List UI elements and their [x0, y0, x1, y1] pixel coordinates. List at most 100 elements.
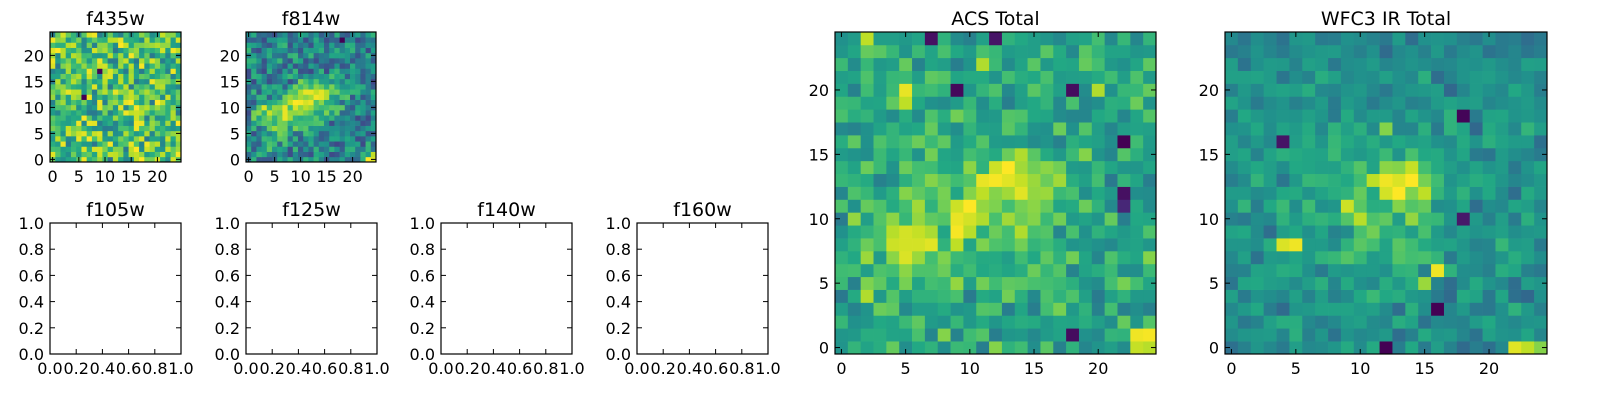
heatmap-cell [835, 341, 849, 355]
x-tick-label: 15 [1024, 359, 1044, 378]
heatmap-cell [334, 151, 340, 158]
heatmap-cell [118, 130, 124, 137]
heatmap-cell [1289, 32, 1303, 46]
heatmap-cell [303, 110, 309, 116]
heatmap-cell [1315, 302, 1329, 316]
heatmap-cell [1379, 328, 1393, 342]
heatmap-cell [144, 125, 150, 132]
heatmap-cell [1508, 315, 1522, 329]
heatmap-cell [251, 120, 257, 126]
heatmap-cell [112, 73, 119, 80]
heatmap-cell [1276, 289, 1290, 303]
heatmap-cell [170, 156, 177, 163]
heatmap-cell [1340, 57, 1355, 71]
heatmap-cell [154, 146, 161, 152]
heatmap-cell [860, 57, 874, 71]
heatmap-cell [1508, 250, 1522, 265]
heatmap-cell [324, 141, 330, 147]
heatmap-cell [334, 156, 340, 163]
heatmap-cell [123, 37, 129, 43]
heatmap-cell [70, 110, 77, 116]
heatmap-cell [246, 37, 252, 43]
heatmap-cell [246, 110, 252, 116]
heatmap-cell [1066, 109, 1080, 123]
heatmap-cell [334, 73, 340, 80]
heatmap-cell [272, 58, 278, 64]
heatmap-cell [308, 63, 314, 69]
heatmap-cell [1379, 96, 1393, 110]
heatmap-cell [1263, 238, 1277, 252]
heatmap-cell [128, 151, 135, 158]
heatmap-cell [282, 151, 288, 158]
heatmap-cell [91, 68, 98, 74]
heatmap-cell [1117, 109, 1131, 123]
heatmap-cell [365, 130, 372, 137]
heatmap-cell [1340, 328, 1355, 342]
heatmap-cell [1289, 147, 1303, 162]
heatmap-cell [272, 42, 278, 48]
heatmap-cell [1237, 225, 1252, 239]
heatmap-cell [1263, 276, 1277, 290]
y-tick-label: 0.2 [19, 319, 44, 338]
heatmap-cell [950, 57, 964, 71]
heatmap-cell [334, 37, 340, 43]
heatmap-cell [1143, 44, 1157, 59]
heatmap-cell [287, 89, 294, 95]
heatmap-cell [324, 104, 330, 111]
heatmap-cell [1225, 199, 1239, 213]
heatmap-cell [873, 315, 887, 329]
heatmap-cell [55, 94, 61, 100]
heatmap-cell [963, 276, 977, 290]
heatmap-cell [989, 315, 1003, 329]
heatmap-cell [154, 104, 161, 111]
heatmap-cell [1027, 70, 1041, 84]
heatmap-cell [251, 63, 257, 69]
heatmap-cell [139, 99, 145, 106]
heatmap-cell [91, 120, 98, 126]
heatmap-cell [912, 328, 926, 342]
heatmap-cell [144, 146, 150, 152]
heatmap-cell [1078, 147, 1093, 162]
heatmap-cell [175, 68, 182, 74]
heatmap-cell [246, 47, 252, 54]
heatmap-cell [1066, 135, 1080, 149]
heatmap-cell [860, 328, 874, 342]
heatmap-cell [256, 125, 262, 132]
heatmap-cell [1469, 328, 1483, 342]
heatmap-cell [86, 146, 93, 152]
heatmap-cell [370, 89, 377, 95]
heatmap-cell [1276, 96, 1290, 110]
heatmap-cell [50, 84, 56, 90]
heatmap-cell [360, 32, 366, 38]
heatmap-cell [1340, 32, 1355, 46]
heatmap-cell [1027, 250, 1041, 265]
heatmap-cell [133, 42, 140, 48]
heatmap-cell [313, 99, 320, 106]
heatmap-cell [266, 94, 273, 100]
y-tick-label: 5 [34, 124, 44, 143]
heatmap-cell [91, 52, 98, 59]
heatmap-cell [246, 99, 252, 106]
heatmap-cell [292, 58, 299, 64]
heatmap-cell [160, 104, 166, 111]
heatmap-cell [344, 136, 351, 142]
heatmap-cell [154, 47, 161, 54]
heatmap-cell [1366, 57, 1380, 71]
heatmap-cell [1027, 122, 1041, 136]
heatmap-cell [170, 110, 177, 116]
heatmap-cell [950, 225, 964, 239]
heatmap-cell [1014, 135, 1028, 149]
heatmap-cell [292, 84, 299, 90]
heatmap-cell [1495, 199, 1509, 213]
heatmap-cell [937, 135, 951, 149]
heatmap-cell [329, 110, 335, 116]
heatmap-cell [118, 141, 124, 147]
heatmap-cell [246, 68, 252, 74]
heatmap-cell [950, 160, 964, 175]
heatmap-cell [102, 120, 108, 126]
heatmap-cell [350, 78, 356, 85]
heatmap-cell [277, 94, 283, 100]
heatmap-cell [175, 141, 182, 147]
heatmap-cell [344, 125, 351, 132]
heatmap-cell [107, 156, 114, 163]
